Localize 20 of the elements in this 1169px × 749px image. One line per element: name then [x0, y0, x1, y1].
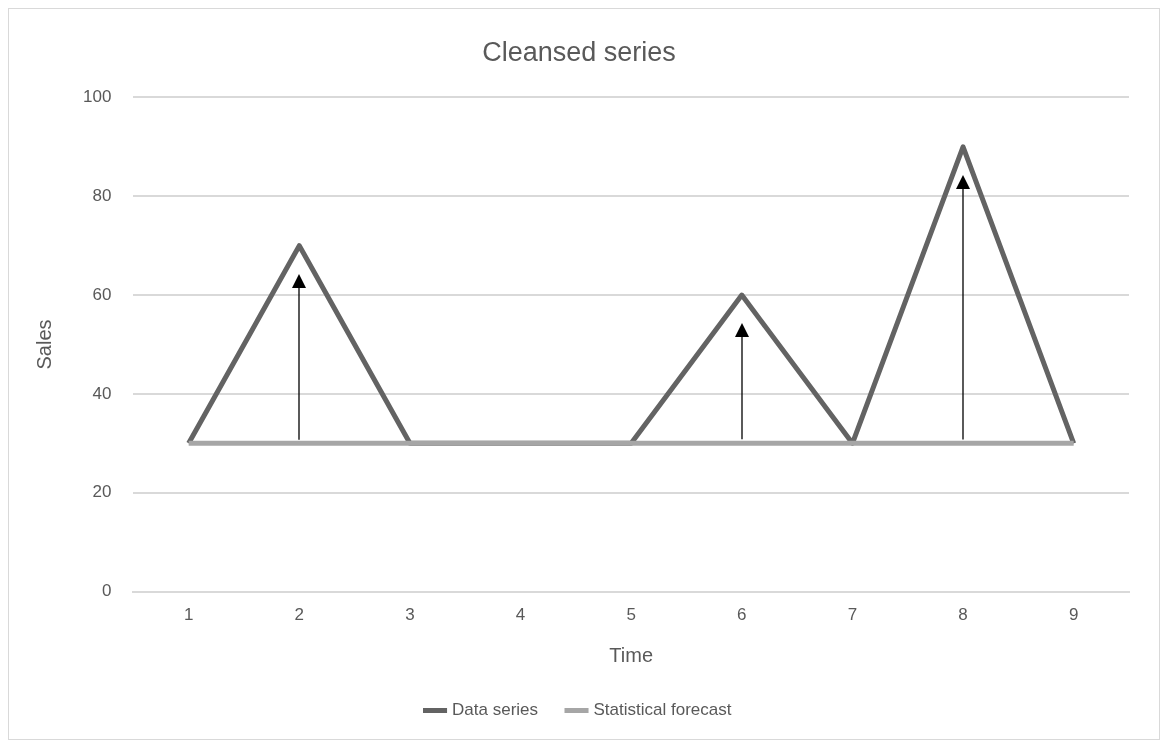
x-tick-label: 7 — [847, 605, 858, 625]
x-tick-label: 4 — [515, 605, 526, 625]
y-tick-label: 60 — [92, 284, 112, 304]
x-tick-label: 9 — [1068, 605, 1079, 625]
y-tick-label: 100 — [82, 87, 112, 107]
x-tick-label: 6 — [737, 605, 747, 625]
chart-title: Cleansed series — [482, 36, 676, 67]
x-tick-label: 3 — [405, 605, 415, 625]
y-tick-label: 40 — [92, 383, 112, 403]
legend-label: Data series — [452, 700, 539, 720]
x-tick-label: 1 — [183, 605, 194, 625]
x-tick-label: 2 — [294, 605, 305, 625]
legend-label: Statistical forecast — [593, 700, 732, 720]
y-tick-label: 0 — [101, 581, 112, 601]
y-tick-label: 80 — [92, 185, 112, 205]
y-tick-label: 20 — [92, 482, 112, 502]
x-tick-label: 5 — [626, 605, 636, 625]
x-tick-label: 8 — [958, 605, 968, 625]
y-axis-title: Sales — [32, 319, 55, 370]
x-axis-title: Time — [609, 643, 654, 666]
